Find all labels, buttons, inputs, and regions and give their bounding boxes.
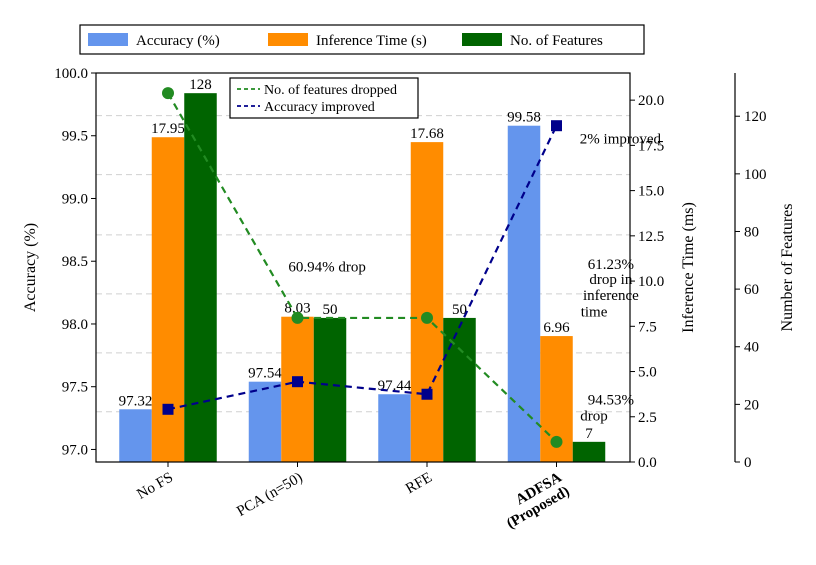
left-tick-label: 99.5: [62, 129, 88, 145]
right-tick-label: 12.5: [638, 229, 664, 245]
right-tick-label: 10.0: [638, 274, 664, 290]
legend-label: Inference Time (s): [316, 33, 427, 49]
x-tick-label: No FS: [134, 470, 176, 503]
right-tick-label: 5.0: [638, 365, 657, 381]
left-tick-label: 98.5: [62, 254, 88, 270]
legend-label: Accuracy (%): [136, 33, 220, 49]
far-right-tick-label: 60: [744, 282, 759, 298]
legend-label: No. of features dropped: [264, 83, 397, 98]
bar-value-label: 50: [323, 302, 338, 318]
bar-value-label: 17.95: [151, 121, 185, 137]
bar: [281, 316, 314, 462]
line-marker: [291, 311, 304, 324]
annotation: drop in: [589, 272, 632, 288]
x-tick-label: PCA (n=50): [234, 470, 305, 520]
left-axis-label: Accuracy (%): [22, 223, 39, 312]
line-marker: [162, 403, 174, 415]
far-right-axis-label: Number of Features: [779, 204, 796, 332]
right-tick-label: 17.5: [638, 138, 664, 154]
right-axis-label: Inference Time (ms): [680, 202, 697, 333]
top-legend: [79, 24, 645, 55]
annotation: 94.53%: [588, 392, 634, 408]
left-tick-label: 99.0: [62, 191, 88, 207]
right-tick-label: 2.5: [638, 410, 657, 426]
bar: [119, 409, 152, 462]
legend-label: No. of Features: [510, 33, 603, 49]
line-marker: [421, 388, 433, 400]
bar: [443, 317, 476, 462]
bar: [572, 441, 606, 462]
plot-frame: [95, 72, 631, 463]
left-tick-label: 97.5: [62, 380, 88, 396]
bar-value-label: 50: [452, 302, 467, 318]
legend-swatch: [88, 33, 128, 46]
right-tick-label: 7.5: [638, 319, 657, 335]
far-right-tick-label: 100: [744, 167, 767, 183]
bar: [184, 93, 217, 462]
annotation: 60.94% drop: [288, 259, 366, 275]
series-line: [167, 92, 558, 443]
legend-swatch: [462, 33, 502, 46]
line-marker: [421, 311, 433, 324]
annotation: time: [581, 304, 608, 320]
bar-value-label: 17.68: [410, 126, 444, 142]
far-right-tick-label: 80: [744, 224, 759, 240]
bar-value-label: 6.96: [543, 320, 570, 336]
bar: [410, 142, 444, 462]
annotation: inference: [583, 288, 639, 304]
annotation: 61.23%: [588, 257, 634, 273]
inner-legend: [229, 77, 419, 119]
bar: [248, 381, 282, 462]
bar: [313, 317, 347, 462]
far-right-tick-label: 0: [744, 455, 752, 471]
left-tick-label: 98.0: [62, 317, 88, 333]
annotation: drop: [580, 409, 608, 425]
bar: [378, 394, 411, 462]
far-right-tick-label: 120: [744, 109, 767, 125]
bar: [507, 125, 541, 463]
bar-value-label: 97.54: [248, 366, 282, 382]
bar-value-label: 97.32: [119, 393, 153, 409]
far-right-tick-label: 20: [744, 397, 759, 413]
right-tick-label: 20.0: [638, 93, 664, 109]
annotation: 2% improved: [580, 131, 662, 147]
right-tick-label: 15.0: [638, 184, 664, 200]
x-tick-label: ADFSA(Proposed): [496, 470, 573, 533]
series-line: [167, 125, 558, 411]
line-marker: [292, 376, 303, 388]
left-tick-label: 100.0: [54, 66, 88, 82]
bar-value-label: 128: [189, 77, 212, 93]
x-tick-label: RFE: [403, 470, 435, 498]
right-tick-label: 0.0: [638, 455, 657, 471]
line-marker: [162, 87, 174, 100]
line-marker: [551, 120, 562, 132]
bar-value-label: 7: [585, 426, 593, 442]
bar-value-label: 99.58: [507, 110, 541, 126]
legend-label: Accuracy improved: [264, 100, 375, 115]
legend-swatch: [268, 33, 308, 46]
line-marker: [550, 435, 563, 448]
left-tick-label: 97.0: [62, 442, 88, 458]
far-right-tick-label: 40: [744, 340, 759, 356]
